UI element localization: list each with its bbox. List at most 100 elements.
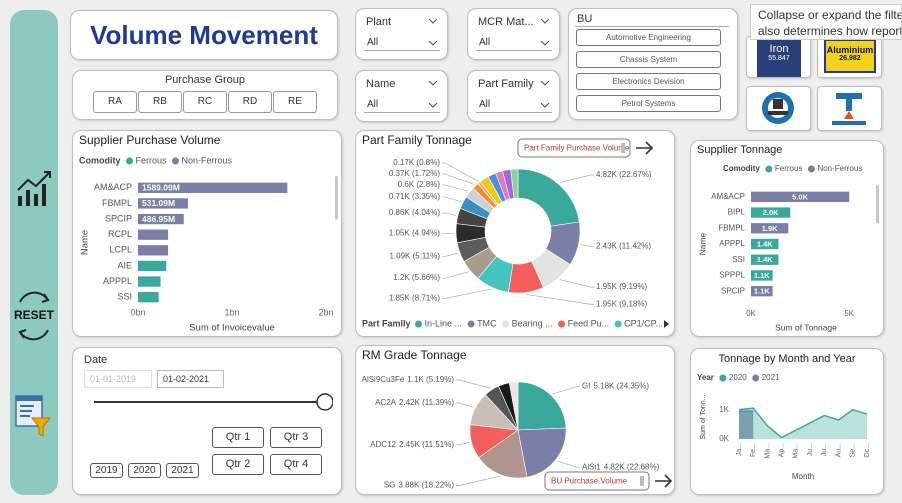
chart: Supplier Purchase Volume Comodity Ferrous N… [79,133,338,334]
aluminium-tile[interactable]: Aluminium 26.982 [817,36,882,78]
leader-line [559,279,594,288]
data-label: 0.37K (1.72%) [389,169,440,178]
y-tick-label: SPCIP [105,213,132,223]
slicer-value[interactable]: All [364,35,440,51]
slicer-value[interactable]: All [476,35,552,51]
chart: Supplier Tonnage Comodity Ferrous Non-Ferro… [697,144,879,332]
filter-icon[interactable] [15,395,52,437]
bar [138,245,169,256]
legend-label: TMC [477,318,497,328]
quarter-button[interactable]: Qtr 2 [212,454,264,475]
year-button[interactable]: 2020 [128,463,161,478]
x-axis-label: Sum of Invoicevalue [189,323,275,334]
nav-button[interactable]: Part Family Purchase Volume [517,138,654,158]
slicer-option[interactable]: RC [183,91,227,113]
quarter-button[interactable]: Qtr 3 [270,427,322,448]
legend-marker [415,320,423,328]
slice-value: 1.85K (8.71%) [389,293,440,302]
legend-title: Year [697,373,714,382]
quarter-button[interactable]: Qtr 1 [212,427,264,448]
year-button[interactable]: 2021 [166,463,199,478]
quarter-button[interactable]: Qtr 4 [270,454,322,475]
leader-line [442,196,462,202]
y-tick-label: FBMPL [718,223,745,232]
chart: RM Grade Tonnage GI 5.18K (24.35%) AlSi1 4.8… [362,348,673,491]
leader-line [559,174,594,183]
slicer-value[interactable]: All [364,97,440,113]
bar [138,213,184,225]
purchase-group-slicer: Purchase Group RA RB RC RD RE [72,70,338,120]
slicer-option[interactable]: Chassis System [576,51,721,68]
tooltip-line: also determines how report [758,24,902,38]
plant-slicer[interactable]: Plant All [355,8,448,60]
date-start[interactable]: 01-01-2019 [84,370,152,388]
arrow [655,474,673,488]
slicer-value[interactable]: All [476,97,552,113]
data-label: SG 3.88K (18.22%) [384,481,454,490]
leader-line [456,402,474,408]
data-label: 0.6K (2.8%) [398,180,441,189]
name-slicer[interactable]: Name All [355,70,448,122]
legend-marker [172,157,180,165]
data-label: 531.09M [142,198,175,208]
slicer-option[interactable]: RA [93,91,137,113]
nav-button[interactable]: BU Purchase Volume [544,471,673,491]
slice-value: 0.37K (1.72%) [389,169,440,178]
legend-label: Feed Pu... [568,318,610,328]
bar [138,229,169,240]
line [738,407,868,439]
year-button[interactable]: 2019 [90,463,123,478]
icon-tile[interactable] [817,86,882,131]
part-family-slicer[interactable]: Part Family All [467,70,560,122]
tile-icon [762,92,794,124]
mcr-slicer[interactable]: MCR Mat... All [467,8,560,60]
bar [751,223,789,234]
button-frame [544,471,650,491]
element-icon: Iron 55.847 [757,39,801,77]
y-tick-label: AM&ACP [711,192,745,201]
divider [575,26,729,27]
slicer-option[interactable]: Petrol Systems [576,95,721,112]
button-label: Part Family Purchase Volume [524,144,630,153]
data-label: 5.0K [792,192,808,201]
leader-line [456,475,500,486]
slice-category: GI [582,382,590,391]
slicer-option[interactable]: Electronics Devision [576,73,721,90]
chevron [428,102,438,108]
data-label: 0.86K (4.04%) [389,208,440,217]
x-tick-label: Ju... [807,443,814,456]
pie-slice [517,427,567,478]
slice-value: 1.2K (5.66%) [393,273,440,282]
data-label: 0.17K (0.8%) [393,158,440,167]
slicer-option[interactable]: RB [138,91,182,113]
date-end[interactable]: 01-02-2021 [157,370,224,388]
slice-value: 2.45K (11.51%) [399,440,454,449]
data-label: 1.1K [754,271,770,280]
chart-icon[interactable] [17,171,51,206]
chart-title: Supplier Purchase Volume [79,133,221,147]
chevron [428,18,438,24]
slicer-label: BU [577,13,593,25]
iron-tile[interactable]: Iron 55.847 [746,36,811,78]
x-tick-label: Ja... [736,443,743,456]
bar [138,292,159,303]
legend-title: Part Family [362,318,411,328]
slice-value: 1.05K (4.94%) [389,229,440,238]
legend-title: Comodity [723,164,760,173]
reset-icon[interactable]: RESET [14,291,55,341]
chart: Part Family Tonnage 4.82K (22.67%) 2.43K (… [362,133,669,328]
slicer-option[interactable]: RD [228,91,272,113]
y-tick-label: AIE [117,260,132,270]
slicer-label: Name [366,78,396,90]
x-tick-label: Fe... [750,443,757,457]
legend-label: Ferrous [136,155,168,165]
slice-value: 0.6K (2.8%) [398,180,441,189]
y-tick-label: AM&ACP [94,182,132,192]
slicer-option[interactable]: RE [273,91,317,113]
slicer-label: Part Family [478,78,534,90]
date-range-slider[interactable] [88,392,333,412]
slice-value: 1.1K (5.19%) [407,375,454,384]
icon-tile[interactable] [746,86,811,131]
slicer-option[interactable]: Automotive Engineering [576,29,721,46]
legend-marker [807,165,815,173]
